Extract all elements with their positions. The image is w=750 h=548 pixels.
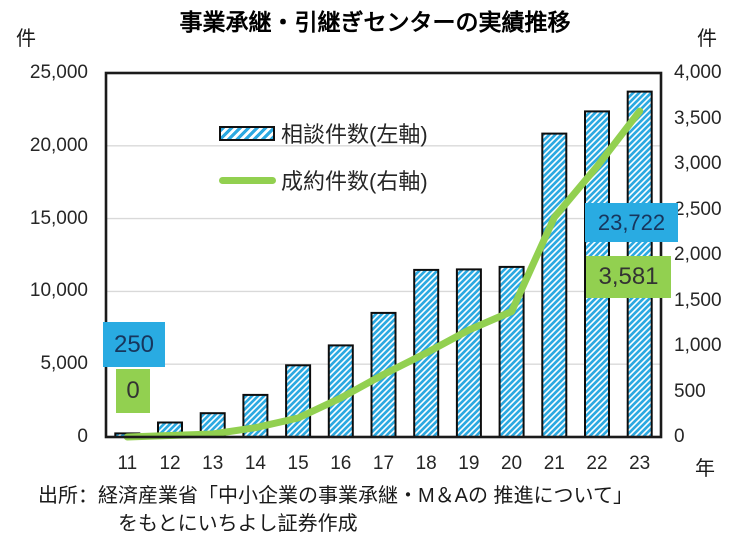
chart-title: 事業承継・引継ぎセンターの実績推移 [179, 9, 571, 35]
plot-border [104, 71, 663, 439]
right-axis-tick: 3,000 [674, 153, 722, 174]
hatched-bar-swatch-icon [219, 125, 275, 141]
left-axis-tick: 25,000 [29, 62, 88, 83]
right-axis-unit-label: 件 [697, 28, 717, 50]
left-axis-tick: 5,000 [40, 353, 88, 375]
source-line-2: をもとにいちよし証券作成 [118, 513, 358, 535]
x-axis-tick-13: 13 [202, 453, 224, 474]
x-axis-tick-14: 14 [244, 453, 266, 474]
left-axis-tick: 20,000 [29, 134, 88, 156]
x-axis-tick-18: 18 [415, 453, 437, 474]
x-axis-tick-22: 22 [586, 453, 608, 474]
bar-year-19 [455, 268, 482, 438]
bar-year-21 [541, 132, 568, 438]
x-axis-unit-label: 年 [695, 458, 715, 480]
x-axis-tick-17: 17 [372, 453, 395, 474]
green-line-swatch-icon [219, 176, 276, 184]
first-line-label: 0 [116, 369, 150, 413]
right-axis-tick: 2,500 [674, 198, 722, 220]
legend-item-consultations: 相談件数(左軸) [219, 118, 428, 148]
right-axis-tick: 0 [674, 426, 685, 447]
x-axis-tick-19: 19 [458, 453, 480, 474]
first-bar-label: 250 [103, 322, 165, 367]
legend-item-closings: 成約件数(右軸) [219, 165, 428, 195]
last-line-label: 3,581 [586, 256, 671, 298]
legend-label-closings: 成約件数(右軸) [281, 169, 428, 194]
legend-label-consultations: 相談件数(左軸) [281, 122, 428, 147]
left-axis-unit-label: 件 [16, 28, 36, 50]
right-axis-tick: 1,000 [674, 335, 722, 356]
last-bar-label: 23,722 [585, 203, 678, 242]
x-axis-tick-11: 11 [117, 453, 138, 474]
left-axis-tick: 10,000 [29, 280, 88, 302]
right-axis-tick: 500 [674, 380, 706, 402]
source-note: 出所：経済産業省「中小企業の事業承継・M＆Aの 推進について」 をもとにいちよし… [38, 482, 633, 538]
left-axis-tick: 15,000 [29, 207, 88, 229]
left-axis-tick: 0 [77, 426, 88, 447]
right-axis-tick: 1,500 [674, 289, 722, 311]
right-axis-tick: 2,000 [674, 244, 722, 265]
right-axis-tick: 3,500 [674, 107, 722, 129]
legend: 相談件数(左軸) 成約件数(右軸) [219, 118, 428, 212]
bar-year-15 [285, 364, 312, 438]
x-axis-tick-15: 15 [287, 453, 309, 474]
line-series-closings [123, 107, 644, 441]
x-axis-tick-20: 20 [500, 453, 523, 474]
right-axis-tick: 4,000 [674, 62, 722, 83]
x-axis-tick-21: 21 [543, 453, 565, 474]
x-axis-tick-23: 23 [629, 453, 651, 474]
source-line-1: 出所：経済産業省「中小企業の事業承継・M＆Aの 推進について」 [38, 485, 633, 507]
x-axis-tick-16: 16 [330, 453, 352, 474]
x-axis-tick-12: 12 [159, 453, 181, 474]
